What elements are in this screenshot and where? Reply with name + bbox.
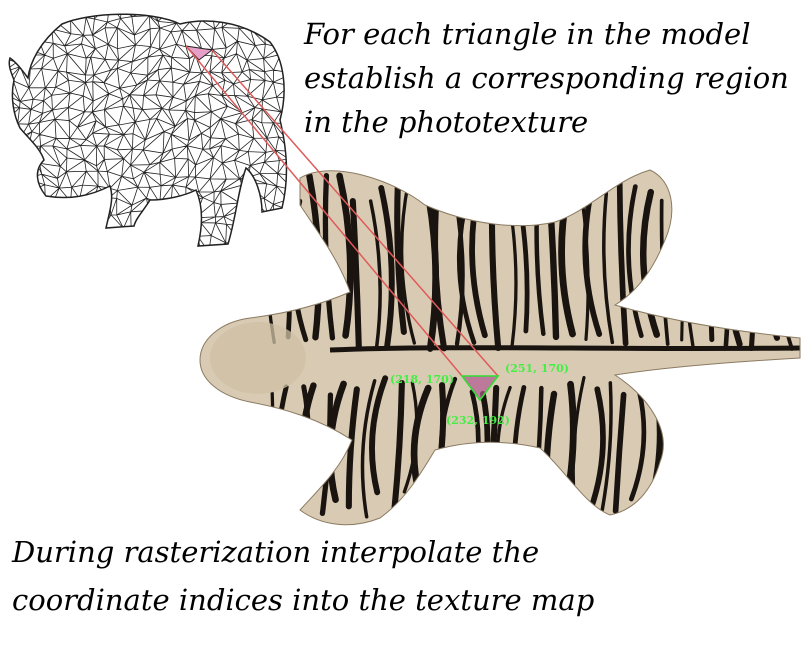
pelt-stripe [626, 184, 647, 502]
pelt-stripe [360, 199, 382, 519]
top-caption-line-1: For each triangle in the model [304, 17, 751, 51]
top-caption-line-2: establish a corresponding region [304, 61, 789, 95]
pelt-spine-stripe [329, 345, 800, 353]
pelt-stripe [390, 179, 407, 519]
tiger-pelt-texture [199, 169, 801, 526]
connector-line-left [185, 45, 463, 377]
pelt-stripe [369, 185, 395, 496]
uv-label-218-170: (218, 170) [390, 373, 454, 386]
bottom-caption-line-1: During rasterization interpolate the [12, 535, 540, 569]
texture-region-fill [462, 376, 498, 400]
top-caption: For each triangle in the model establish… [304, 12, 789, 144]
bottom-caption: During rasterization interpolate the coo… [12, 528, 594, 624]
texture-triangle [460, 375, 500, 402]
pelt-outline [199, 169, 801, 526]
bottom-caption-line-2: coordinate indices into the texture map [12, 583, 595, 617]
pelt-stripe [345, 198, 362, 510]
texture-triangle-group: (218, 170) (251, 170) (232, 192) [390, 362, 569, 427]
correspondence-lines [185, 45, 499, 377]
connector-line-right [211, 49, 499, 377]
pelt-stripe [612, 174, 629, 514]
tiger-head [210, 322, 306, 394]
top-caption-line-3: in the phototexture [304, 105, 589, 139]
uv-label-251-170: (251, 170) [505, 362, 569, 375]
uv-label-232-192: (232, 192) [446, 414, 510, 427]
pelt-stripe [600, 191, 615, 512]
